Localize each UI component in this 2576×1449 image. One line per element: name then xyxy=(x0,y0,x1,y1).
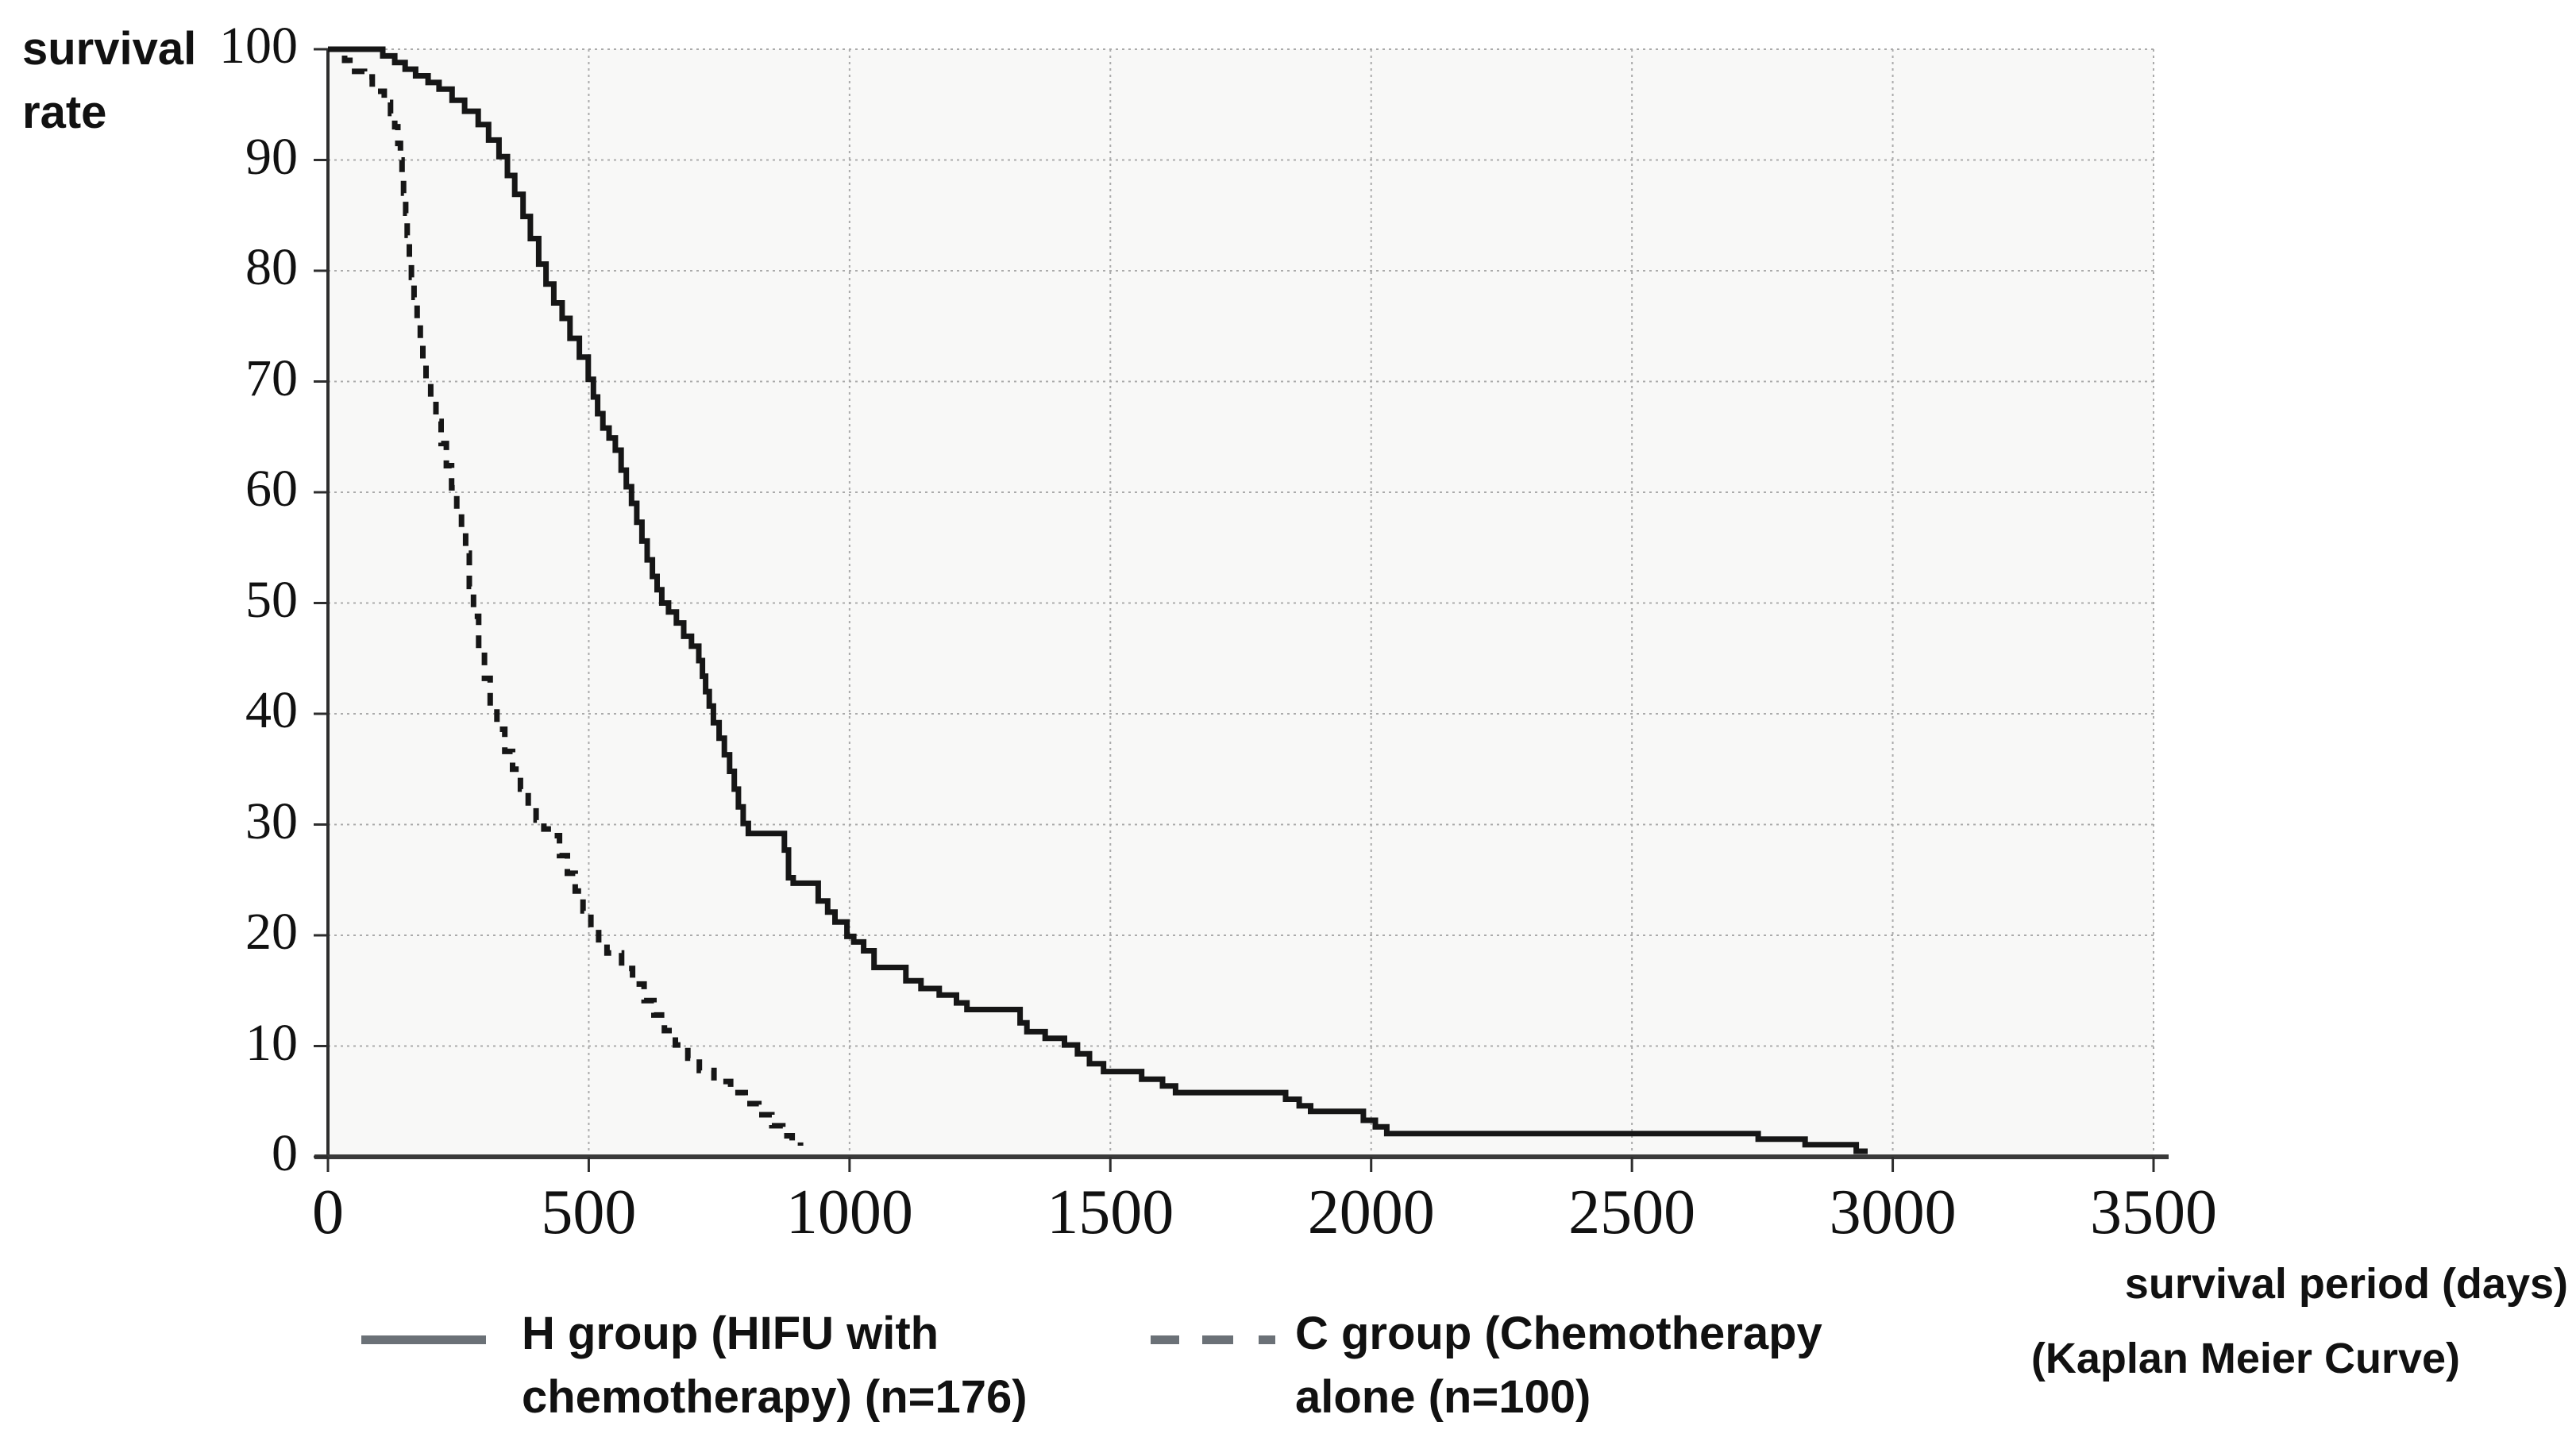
y-axis-title-line2: rate xyxy=(22,87,107,138)
legend-dash-segment xyxy=(1202,1335,1233,1344)
y-tick-label: 30 xyxy=(245,792,298,850)
y-tick-label: 100 xyxy=(219,17,298,75)
y-axis-title: survival rate xyxy=(22,17,196,145)
y-tick-label: 50 xyxy=(245,570,298,629)
legend-item-c-group: C group (Chemotherapy alone (n=100) xyxy=(1151,1294,1945,1437)
x-tick-label: 3000 xyxy=(1829,1177,1957,1247)
chart-caption: (Kaplan Meier Curve) xyxy=(2030,1335,2460,1382)
curve-c-group xyxy=(328,46,804,1146)
y-axis-title-line1: survival xyxy=(22,23,197,75)
legend-label-c-group: C group (Chemotherapy alone (n=100) xyxy=(1295,1308,1822,1423)
y-tick-label: 0 xyxy=(272,1124,298,1182)
h-group-solid-line-swatch-icon xyxy=(361,1335,486,1344)
x-axis-title: survival period (days) xyxy=(2124,1260,2568,1308)
x-tick-label: 2500 xyxy=(1568,1177,1696,1247)
x-tick-label: 500 xyxy=(541,1177,637,1247)
legend-dash-segment xyxy=(1259,1335,1275,1344)
x-tick-label: 1000 xyxy=(785,1177,913,1247)
y-tick-label: 10 xyxy=(245,1013,298,1072)
x-tick-label: 0 xyxy=(312,1177,344,1247)
legend: H group (HIFU with chemotherapy) (n=176)… xyxy=(0,1294,2576,1437)
y-tick-label: 60 xyxy=(245,460,298,518)
legend-label-h-group: H group (HIFU with chemotherapy) (n=176) xyxy=(522,1308,1028,1423)
curve-h-group xyxy=(328,46,1868,1154)
y-tick-label: 20 xyxy=(245,903,298,961)
y-tick-label: 40 xyxy=(245,681,298,739)
y-tick-label: 90 xyxy=(245,127,298,186)
legend-dash-segment xyxy=(1151,1335,1179,1344)
y-tick-label: 80 xyxy=(245,238,298,296)
c-group-dashed-line-swatch-icon xyxy=(1151,1335,1275,1344)
y-tick-label: 70 xyxy=(245,349,298,407)
x-tick-label: 1500 xyxy=(1047,1177,1174,1247)
legend-item-h-group: H group (HIFU with chemotherapy) (n=176) xyxy=(361,1294,1147,1437)
x-tick-label: 3500 xyxy=(2090,1177,2217,1247)
x-tick-label: 2000 xyxy=(1307,1177,1435,1247)
